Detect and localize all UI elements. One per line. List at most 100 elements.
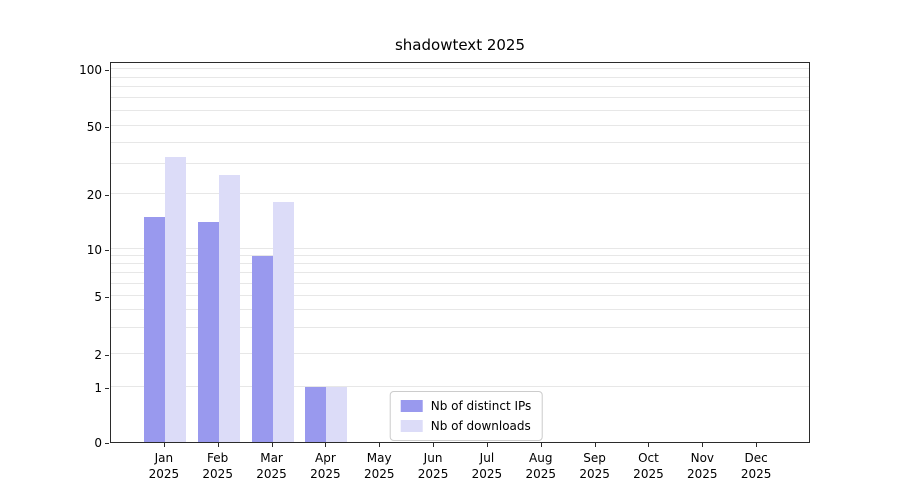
x-tick-label: Mar 2025 xyxy=(256,451,287,482)
x-tick-mark xyxy=(379,443,381,447)
x-tick-mark xyxy=(163,443,165,447)
gridline xyxy=(111,272,809,274)
x-tick-month: Feb xyxy=(207,451,229,465)
legend-item-distinct-ips: Nb of distinct IPs xyxy=(400,399,532,413)
x-tick-month: Nov xyxy=(690,451,715,465)
x-tick-month: Apr xyxy=(314,451,336,465)
x-tick-mark xyxy=(486,443,488,447)
x-tick-mark xyxy=(756,443,758,447)
y-tick-label: 20 xyxy=(86,187,102,202)
gridline xyxy=(111,86,809,88)
gridline xyxy=(111,141,809,143)
x-tick-label: Oct 2025 xyxy=(633,451,664,482)
y-tick-mark xyxy=(105,297,109,299)
x-tick-label: Feb 2025 xyxy=(202,451,233,482)
x-tick-year: 2025 xyxy=(471,466,503,481)
x-tick-year: 2025 xyxy=(417,466,449,481)
x-tick-mark xyxy=(540,443,542,447)
x-tick-mark xyxy=(433,443,435,447)
x-tick-mark xyxy=(702,443,704,447)
bar-group xyxy=(251,202,294,442)
bar-distinct-ips xyxy=(143,217,165,442)
gridline xyxy=(111,309,809,311)
x-tick-month: May xyxy=(366,451,392,465)
gridline xyxy=(111,162,809,164)
bar-downloads xyxy=(164,157,186,442)
x-tick-month: Jan xyxy=(154,451,174,465)
chart-title: shadowtext 2025 xyxy=(394,36,526,54)
bar-group xyxy=(305,387,348,442)
x-tick-year: 2025 xyxy=(363,466,395,481)
y-tick-mark xyxy=(105,249,109,251)
x-tick-label: Apr 2025 xyxy=(310,451,341,482)
x-tick-year: 2025 xyxy=(310,466,341,481)
x-tick-mark xyxy=(648,443,650,447)
x-tick-year: 2025 xyxy=(148,466,180,481)
legend: Nb of distinct IPs Nb of downloads xyxy=(389,391,543,441)
plot-area xyxy=(110,62,810,443)
x-tick-month: Mar xyxy=(260,451,283,465)
gridline xyxy=(111,327,809,329)
gridline xyxy=(111,192,809,194)
bar-downloads xyxy=(218,175,240,442)
bar-distinct-ips xyxy=(197,222,219,442)
x-tick-year: 2025 xyxy=(740,466,772,481)
x-tick-label: Sep 2025 xyxy=(579,451,610,482)
x-tick-year: 2025 xyxy=(579,466,610,481)
x-tick-label: Dec 2025 xyxy=(741,451,772,482)
x-tick-label: Jul 2025 xyxy=(472,451,503,482)
y-tick-label: 5 xyxy=(94,290,102,305)
gridline xyxy=(111,263,809,265)
x-tick-mark xyxy=(217,443,219,447)
gridline xyxy=(111,97,809,99)
gridline xyxy=(111,295,809,297)
x-tick-label: Jan 2025 xyxy=(149,451,180,482)
x-tick-year: 2025 xyxy=(633,466,664,481)
gridline xyxy=(111,68,809,70)
gridline xyxy=(111,76,809,78)
x-tick-year: 2025 xyxy=(525,466,557,481)
legend-label-distinct-ips: Nb of distinct IPs xyxy=(430,399,532,413)
y-tick-mark xyxy=(105,354,109,356)
gridline xyxy=(111,255,809,257)
bar-distinct-ips xyxy=(251,256,273,442)
x-tick-year: 2025 xyxy=(202,466,233,481)
bar-downloads xyxy=(326,387,348,442)
gridline xyxy=(111,282,809,284)
y-tick-label: 0 xyxy=(94,436,102,450)
y-tick-mark xyxy=(105,443,109,444)
legend-item-downloads: Nb of downloads xyxy=(400,419,532,433)
x-tick-label: May 2025 xyxy=(364,451,395,482)
x-tick-label: Aug 2025 xyxy=(525,451,556,482)
bar-group xyxy=(197,175,240,442)
y-tick-mark xyxy=(105,194,109,196)
y-tick-label: 2 xyxy=(94,347,102,362)
x-tick-label: Nov 2025 xyxy=(687,451,718,482)
gridline xyxy=(111,125,809,127)
x-tick-label: Jun 2025 xyxy=(418,451,449,482)
x-tick-mark xyxy=(594,443,596,447)
y-tick-label: 100 xyxy=(79,63,102,77)
x-tick-month: Aug xyxy=(529,451,553,465)
x-tick-month: Jun xyxy=(423,451,443,465)
y-tick-mark xyxy=(105,70,109,71)
x-tick-month: Jul xyxy=(479,451,495,465)
gridline xyxy=(111,386,809,388)
gridline xyxy=(111,353,809,354)
gridline xyxy=(111,247,809,249)
x-tick-year: 2025 xyxy=(687,466,718,481)
x-tick-year: 2025 xyxy=(256,466,287,481)
bar-distinct-ips xyxy=(305,387,327,442)
bar-group xyxy=(143,157,186,442)
x-tick-mark xyxy=(325,443,327,447)
y-tick-label: 10 xyxy=(86,242,102,257)
y-tick-label: 50 xyxy=(86,120,102,135)
y-tick-label: 1 xyxy=(94,381,102,396)
x-tick-month: Sep xyxy=(583,451,606,465)
bar-downloads xyxy=(272,202,294,442)
x-tick-mark xyxy=(271,443,273,447)
legend-swatch-downloads xyxy=(400,420,423,432)
legend-swatch-distinct-ips xyxy=(400,400,423,412)
legend-label-downloads: Nb of downloads xyxy=(430,419,531,433)
